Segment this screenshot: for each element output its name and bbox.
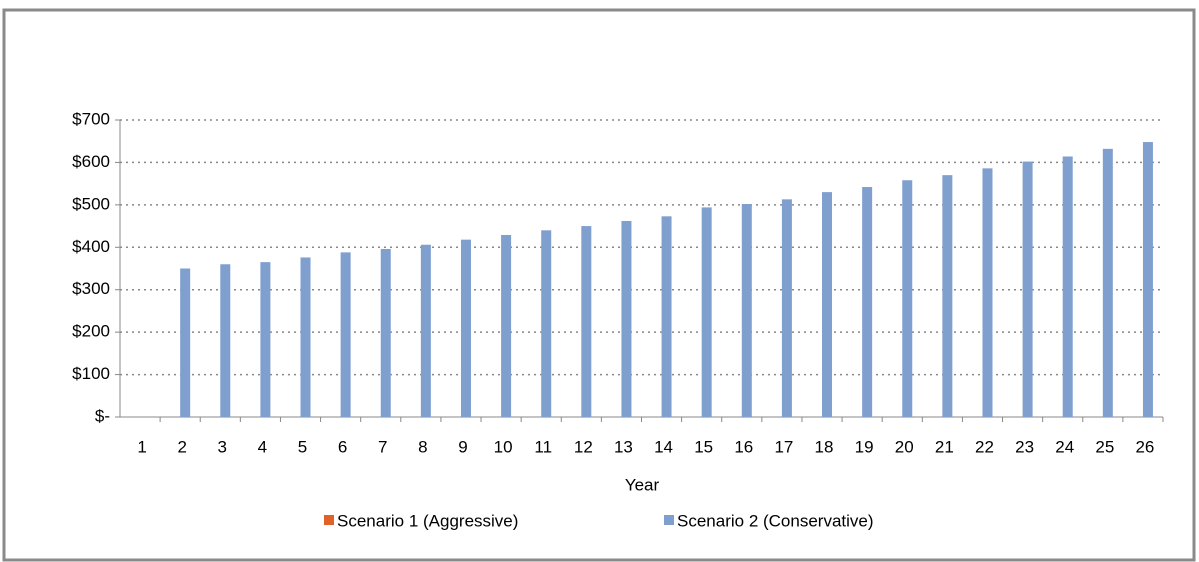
bar [1142,142,1153,417]
x-tick-label: 5 [298,437,307,456]
bar [460,239,471,417]
bar [982,168,993,417]
y-tick-label: $200 [72,322,110,341]
x-tick-label: 25 [1095,437,1114,456]
x-tick-label: 15 [694,437,713,456]
bar [1102,148,1113,417]
x-tick-label: 12 [574,437,593,456]
legend-label: Scenario 1 (Aggressive) [337,511,518,530]
bar [501,234,512,417]
x-tick-label: 6 [338,437,347,456]
bar [661,216,672,417]
x-tick-label: 18 [815,437,834,456]
bar [340,252,351,417]
bar [822,192,833,417]
x-tick-label: 8 [418,437,427,456]
y-tick-label: $500 [72,194,110,213]
bar [180,268,191,417]
bar [1062,156,1073,417]
bar [1022,161,1033,417]
x-tick-label: 19 [855,437,874,456]
bar [260,262,271,417]
bar [781,199,792,417]
x-tick-label: 1 [137,437,146,456]
x-axis-label: Year [625,475,660,494]
x-tick-label: 4 [258,437,267,456]
bar [581,226,592,417]
x-tick-label: 3 [218,437,227,456]
bar [220,264,231,417]
x-tick-label: 9 [458,437,467,456]
bar [300,257,311,417]
x-tick-label: 24 [1055,437,1074,456]
x-tick-label: 16 [734,437,753,456]
x-tick-label: 26 [1135,437,1154,456]
y-tick-label: $300 [72,279,110,298]
bar [942,175,953,417]
x-tick-label: 23 [1015,437,1034,456]
bar [862,187,873,417]
y-tick-label: $- [95,406,110,425]
x-tick-label: 13 [614,437,633,456]
bar [741,204,752,417]
y-tick-label: $700 [72,109,110,128]
bar [701,207,712,417]
x-tick-label: 20 [895,437,914,456]
x-tick-label: 14 [654,437,673,456]
y-tick-label: $400 [72,237,110,256]
x-tick-label: 10 [494,437,513,456]
bar [420,244,431,417]
bar [541,230,552,417]
x-tick-label: 21 [935,437,954,456]
chart-frame [2,8,1196,562]
y-tick-label: $100 [72,364,110,383]
x-tick-label: 7 [378,437,387,456]
x-tick-label: 11 [534,437,552,456]
legend-swatch [324,515,334,525]
legend-label: Scenario 2 (Conservative) [677,511,874,530]
y-tick-label: $600 [72,152,110,171]
legend-swatch [664,515,674,525]
bar [902,180,913,417]
bar [380,248,391,417]
x-tick-label: 17 [774,437,793,456]
x-tick-label: 2 [177,437,186,456]
x-tick-label: 22 [975,437,994,456]
bar [621,220,632,417]
